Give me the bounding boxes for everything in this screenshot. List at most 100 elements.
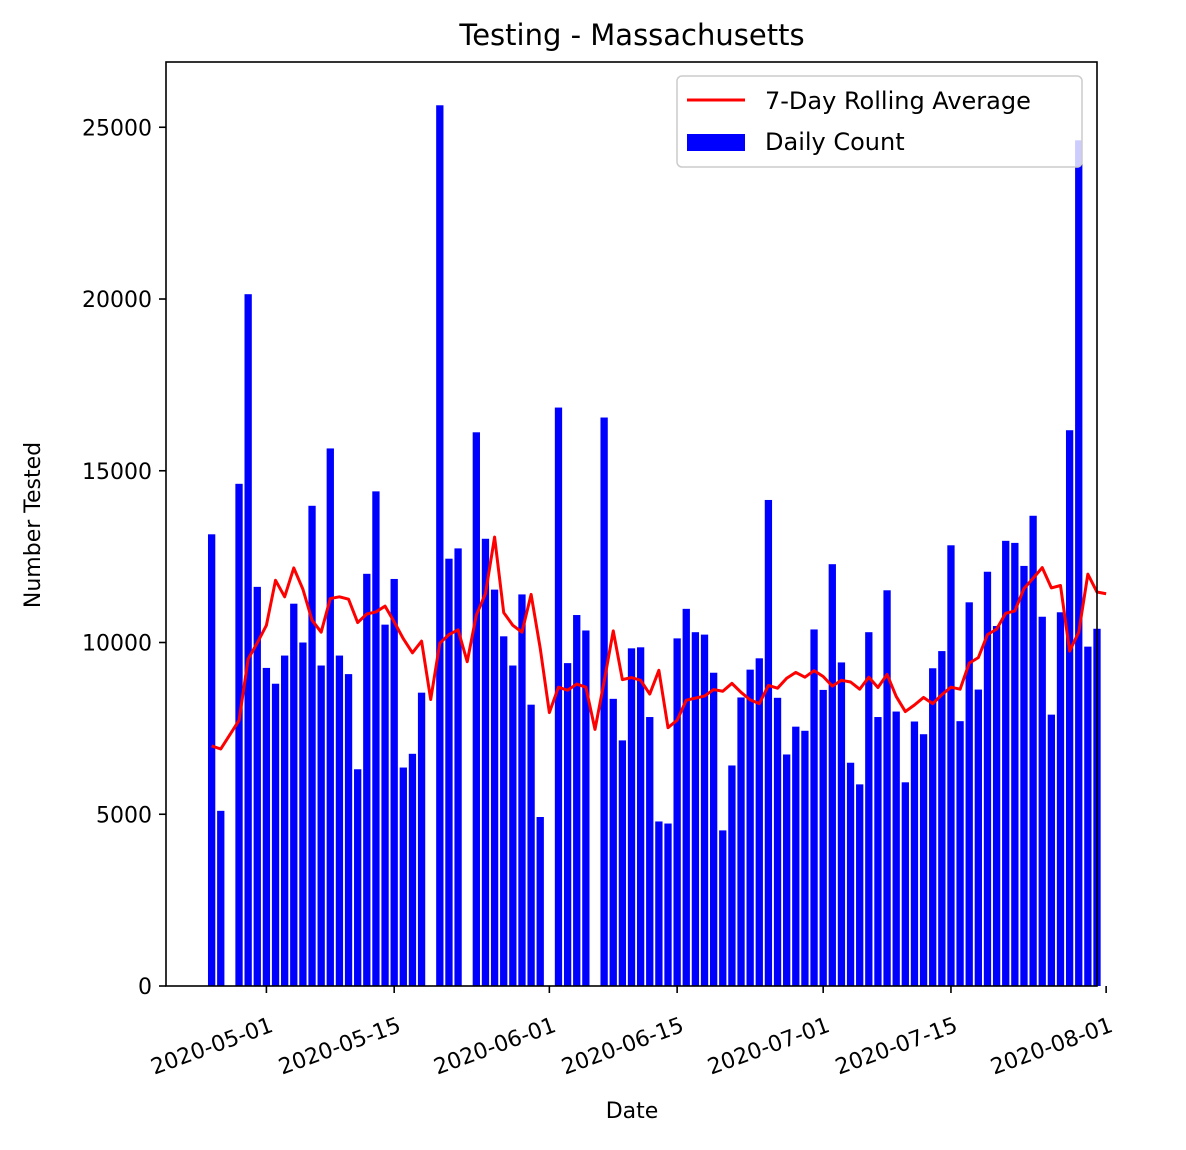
bar-daily-count	[527, 704, 535, 986]
bar-daily-count	[773, 697, 782, 986]
bar-daily-count	[892, 711, 900, 986]
bar-daily-count	[390, 578, 398, 986]
bar-daily-count	[846, 762, 855, 986]
bar-daily-count	[554, 407, 563, 986]
line-rolling-average	[211, 535, 1107, 751]
y-tick-label: 0	[138, 975, 152, 1000]
bar-daily-count	[673, 638, 681, 986]
legend-box	[676, 75, 1083, 168]
bar-daily-count	[417, 692, 426, 986]
bar-daily-count	[290, 603, 298, 986]
bar-daily-count	[363, 573, 371, 986]
bar-daily-count	[682, 608, 690, 986]
bar-daily-count	[828, 564, 836, 986]
bar-daily-count	[1056, 612, 1065, 986]
bar-daily-count	[1029, 515, 1037, 986]
bar-daily-count	[956, 721, 964, 986]
chart-title: Testing - Massachusetts	[458, 18, 804, 52]
bar-daily-count	[992, 626, 1001, 986]
bar-daily-count	[500, 636, 508, 986]
bar-daily-count	[536, 817, 544, 986]
bar-daily-count	[600, 417, 608, 986]
bar-daily-count	[1038, 616, 1046, 986]
bar-daily-count	[901, 782, 909, 986]
bar-daily-count	[244, 294, 252, 986]
bar-daily-count	[783, 754, 791, 986]
plot-frame	[165, 61, 1098, 987]
bar-daily-count	[1065, 430, 1074, 987]
bar-daily-count	[271, 683, 280, 986]
bar-daily-count	[262, 667, 271, 986]
bar-daily-count	[1075, 140, 1083, 986]
legend-label-rolling-average: 7-Day Rolling Average	[765, 87, 1031, 115]
bar-daily-count	[691, 632, 700, 986]
bar-daily-count	[217, 810, 225, 986]
bar-daily-count	[1047, 714, 1056, 986]
bar-daily-count	[983, 571, 992, 986]
bar-daily-count	[856, 784, 864, 986]
bar-daily-count	[865, 632, 873, 986]
bar-daily-count	[947, 545, 955, 986]
y-tick-label: 25000	[82, 116, 152, 141]
bar-daily-count	[490, 589, 499, 986]
bar-daily-count	[299, 642, 307, 986]
bar-daily-count	[919, 734, 928, 986]
y-tick-label: 10000	[82, 632, 152, 657]
bar-daily-count	[454, 548, 462, 986]
bar-daily-count	[874, 717, 882, 986]
bar-daily-count	[755, 658, 763, 986]
bar-daily-count	[308, 505, 316, 986]
bar-daily-count	[883, 590, 891, 986]
bar-daily-count	[344, 674, 353, 986]
bar-daily-count	[399, 767, 407, 986]
bar-daily-count	[728, 765, 736, 986]
bar-daily-count	[764, 499, 773, 986]
y-axis-label: Number Tested	[21, 442, 46, 608]
bar-daily-count	[618, 740, 627, 986]
y-tick-label: 15000	[82, 460, 152, 485]
bar-daily-count	[317, 665, 325, 986]
bar-daily-count	[710, 672, 718, 986]
bar-daily-count	[636, 647, 645, 986]
bar-daily-count	[253, 586, 261, 986]
bar-daily-count	[792, 726, 800, 986]
bar-daily-count	[609, 698, 617, 986]
bar-daily-count	[719, 830, 727, 986]
bar-daily-count	[837, 662, 846, 986]
y-tick-label: 5000	[96, 803, 152, 828]
bar-daily-count	[801, 730, 809, 986]
bar-daily-count	[746, 669, 754, 986]
bar-daily-count	[974, 689, 982, 986]
bar-daily-count	[235, 483, 243, 986]
bar-daily-count	[335, 655, 344, 986]
legend-label-daily-count: Daily Count	[765, 128, 905, 156]
bar-daily-count	[1020, 565, 1028, 986]
bar-daily-count	[326, 448, 334, 986]
bar-daily-count	[481, 538, 490, 986]
bar-daily-count	[281, 655, 289, 986]
legend: 7-Day Rolling Average Daily Count	[676, 75, 1083, 168]
bar-daily-count	[810, 629, 818, 986]
bar-daily-count	[1011, 542, 1019, 986]
bar-daily-count	[573, 615, 581, 986]
bar-daily-count	[664, 823, 672, 986]
bar-daily-count	[819, 689, 827, 986]
bar-daily-count	[1084, 646, 1092, 986]
bar-daily-count	[381, 624, 389, 986]
bar-daily-count	[518, 594, 526, 986]
bar-daily-count	[627, 648, 636, 986]
bar-daily-count	[509, 665, 517, 986]
bar-daily-count	[700, 634, 709, 986]
legend-bar-swatch	[687, 134, 745, 151]
bar-daily-count	[582, 630, 590, 986]
line-layer	[211, 535, 1107, 751]
bar-daily-count	[910, 721, 919, 986]
bar-daily-count	[929, 668, 937, 986]
bar-daily-count	[354, 769, 362, 986]
bar-daily-count	[1002, 540, 1010, 986]
bar-daily-count	[472, 432, 480, 986]
bar-daily-count	[445, 558, 453, 986]
bar-daily-count	[737, 697, 745, 986]
